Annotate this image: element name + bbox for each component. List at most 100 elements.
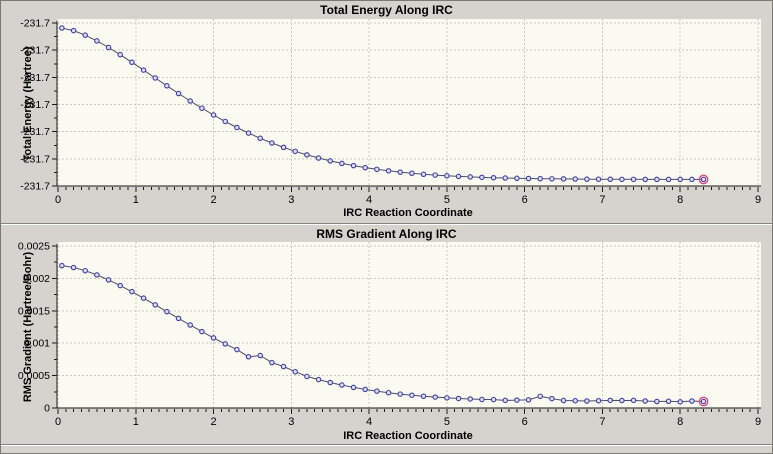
plot-area[interactable] bbox=[57, 242, 761, 408]
data-point[interactable] bbox=[175, 90, 182, 97]
data-point[interactable] bbox=[339, 382, 345, 388]
data-point[interactable] bbox=[630, 176, 637, 183]
data-point[interactable] bbox=[502, 175, 508, 181]
data-point[interactable] bbox=[350, 384, 357, 391]
data-point[interactable] bbox=[385, 168, 392, 174]
data-point[interactable] bbox=[327, 158, 333, 164]
data-point[interactable] bbox=[327, 379, 333, 386]
data-point[interactable] bbox=[409, 170, 415, 177]
data-point[interactable] bbox=[595, 397, 602, 404]
data-point[interactable] bbox=[234, 124, 240, 131]
data-point[interactable] bbox=[117, 51, 123, 58]
data-point[interactable] bbox=[280, 144, 287, 151]
data-point[interactable] bbox=[572, 397, 578, 404]
rms-gradient-plot[interactable]: 0.0025 0.002 0.0015 0.001 0.0005 00 1 2 3 4 5 6 7 8 9 bbox=[1, 225, 772, 444]
data-point[interactable] bbox=[245, 130, 252, 136]
data-point[interactable] bbox=[152, 302, 158, 308]
data-point[interactable] bbox=[82, 267, 88, 274]
data-point[interactable] bbox=[619, 397, 625, 404]
data-point[interactable] bbox=[257, 135, 263, 142]
data-point[interactable] bbox=[397, 391, 403, 397]
data-point[interactable] bbox=[525, 397, 532, 403]
data-point[interactable] bbox=[117, 282, 123, 289]
data-point[interactable] bbox=[642, 398, 648, 404]
data-point[interactable] bbox=[432, 394, 438, 400]
data-point[interactable] bbox=[269, 359, 275, 366]
data-point[interactable] bbox=[385, 389, 392, 396]
data-point[interactable] bbox=[129, 59, 135, 66]
data-point[interactable] bbox=[59, 262, 65, 269]
data-point[interactable] bbox=[689, 398, 695, 404]
data-point[interactable] bbox=[455, 395, 462, 402]
data-point[interactable] bbox=[514, 175, 520, 182]
data-point[interactable] bbox=[222, 118, 228, 125]
data-point[interactable] bbox=[140, 295, 147, 301]
data-point[interactable] bbox=[164, 83, 170, 89]
data-point[interactable] bbox=[700, 176, 707, 183]
data-point[interactable] bbox=[490, 174, 497, 181]
data-point[interactable] bbox=[607, 176, 613, 183]
data-point[interactable] bbox=[525, 175, 532, 182]
data-point[interactable] bbox=[572, 176, 578, 182]
data-point[interactable] bbox=[502, 397, 508, 404]
data-point[interactable] bbox=[245, 354, 252, 360]
data-point[interactable] bbox=[70, 264, 77, 271]
data-point[interactable] bbox=[129, 288, 135, 295]
data-point[interactable] bbox=[642, 176, 648, 183]
data-point[interactable] bbox=[187, 322, 193, 328]
data-point[interactable] bbox=[362, 386, 368, 393]
data-point[interactable] bbox=[689, 176, 695, 183]
data-point[interactable] bbox=[537, 175, 543, 182]
data-point[interactable] bbox=[595, 176, 602, 182]
selected-point-highlight[interactable] bbox=[698, 396, 709, 407]
total-energy-plot[interactable]: -231.7 -231.7 -231.7 -231.7 -231.7 -231.7 -231… bbox=[1, 1, 772, 223]
data-point[interactable] bbox=[479, 396, 485, 403]
data-point[interactable] bbox=[187, 98, 193, 104]
data-point[interactable] bbox=[467, 396, 473, 402]
data-point[interactable] bbox=[304, 373, 310, 380]
data-point[interactable] bbox=[292, 368, 298, 375]
data-point[interactable] bbox=[292, 148, 298, 155]
data-point[interactable] bbox=[432, 172, 438, 178]
data-point[interactable] bbox=[420, 393, 427, 400]
data-point[interactable] bbox=[654, 398, 660, 405]
data-point[interactable] bbox=[607, 397, 613, 404]
data-point[interactable] bbox=[677, 176, 683, 183]
data-point[interactable] bbox=[560, 397, 567, 404]
data-point[interactable] bbox=[164, 308, 170, 315]
data-point[interactable] bbox=[549, 395, 555, 402]
data-point[interactable] bbox=[397, 169, 403, 175]
data-point[interactable] bbox=[94, 38, 100, 44]
data-point[interactable] bbox=[374, 388, 380, 394]
data-point[interactable] bbox=[105, 277, 112, 283]
data-point[interactable] bbox=[479, 174, 485, 181]
data-point[interactable] bbox=[304, 152, 310, 158]
data-point[interactable] bbox=[455, 173, 462, 180]
data-point[interactable] bbox=[619, 176, 625, 183]
data-point[interactable] bbox=[280, 363, 287, 370]
data-point[interactable] bbox=[175, 315, 182, 322]
data-point[interactable] bbox=[514, 397, 520, 403]
data-point[interactable] bbox=[665, 398, 672, 405]
data-point[interactable] bbox=[222, 341, 228, 347]
data-point[interactable] bbox=[444, 395, 450, 401]
selected-point-highlight[interactable] bbox=[698, 174, 709, 185]
data-point[interactable] bbox=[339, 160, 345, 167]
data-point[interactable] bbox=[210, 335, 217, 341]
data-point[interactable] bbox=[584, 398, 590, 404]
data-point[interactable] bbox=[152, 75, 158, 81]
data-point[interactable] bbox=[362, 164, 368, 171]
data-point[interactable] bbox=[199, 328, 205, 335]
data-point[interactable] bbox=[257, 352, 263, 359]
plot-area[interactable] bbox=[57, 19, 761, 186]
data-point[interactable] bbox=[560, 176, 567, 182]
data-point[interactable] bbox=[59, 25, 65, 31]
data-point[interactable] bbox=[315, 155, 322, 161]
data-point[interactable] bbox=[350, 162, 357, 169]
data-point[interactable] bbox=[210, 112, 217, 118]
data-point[interactable] bbox=[584, 176, 590, 182]
data-point[interactable] bbox=[82, 32, 88, 38]
data-point[interactable] bbox=[409, 392, 415, 398]
data-point[interactable] bbox=[467, 174, 473, 180]
data-point[interactable] bbox=[94, 272, 100, 278]
